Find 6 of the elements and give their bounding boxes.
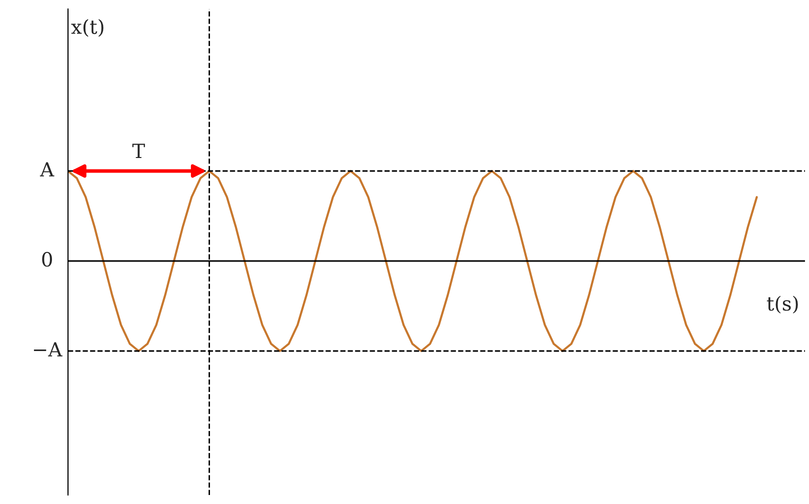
text: T — [132, 144, 145, 158]
ref-line-label: A — [40, 162, 54, 176]
x-axis-title: t(s) — [766, 296, 798, 314]
ref-line-label: 0 — [42, 252, 52, 267]
ref-line-label: −A — [34, 342, 62, 356]
text: x(t) — [71, 19, 104, 37]
